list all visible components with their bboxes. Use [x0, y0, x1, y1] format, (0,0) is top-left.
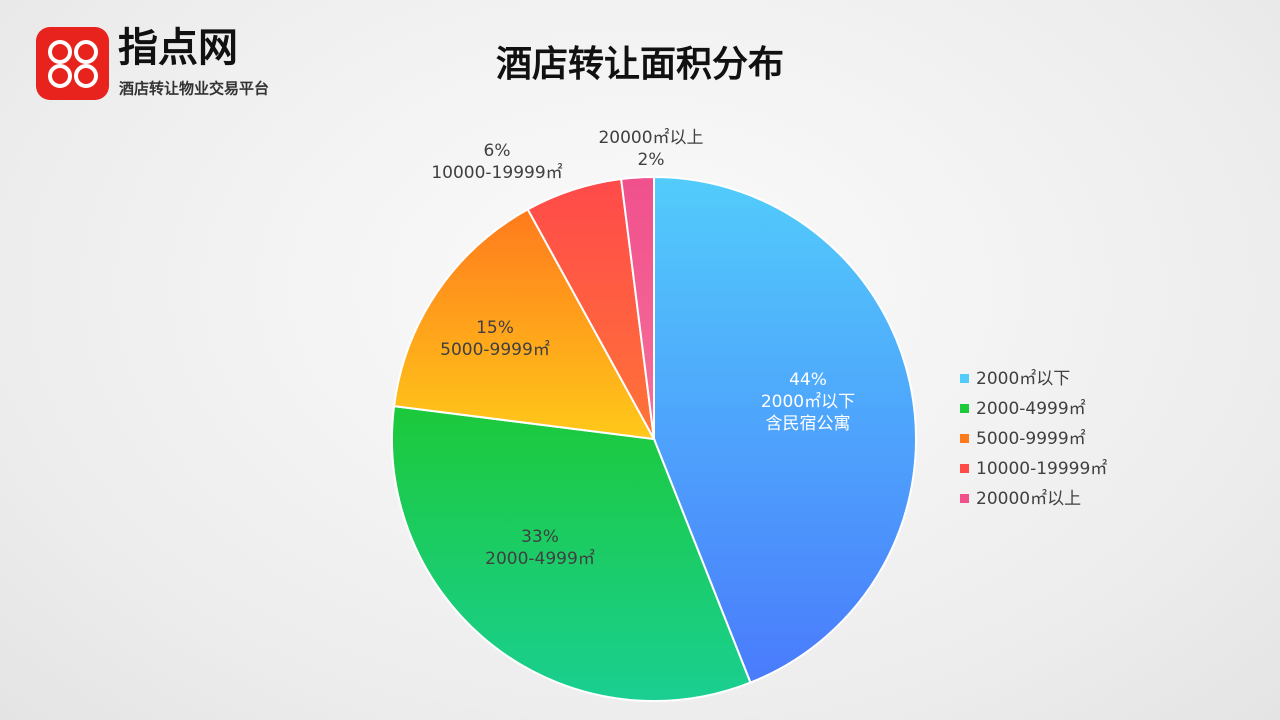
logo-knot — [48, 40, 98, 88]
brand-tagline: 酒店转让物业交易平台 — [119, 80, 269, 98]
legend-swatch — [960, 374, 969, 383]
data-label: 2% — [638, 150, 665, 170]
data-label: 2000-4999㎡ — [485, 549, 595, 569]
data-label: 2000㎡以下 — [761, 392, 855, 412]
data-label: 5000-9999㎡ — [440, 340, 550, 360]
logo-icon — [36, 27, 109, 100]
legend-label: 2000-4999㎡ — [976, 399, 1086, 419]
legend: 2000㎡以下 2000-4999㎡ 5000-9999㎡ 10000-19999㎡ 2… — [960, 369, 1107, 509]
data-label: 33% — [521, 527, 559, 547]
data-label: 含民宿公寓 — [766, 414, 851, 434]
pie-slice — [653, 175, 917, 684]
legend-label: 5000-9999㎡ — [976, 429, 1086, 449]
legend-swatch — [960, 494, 969, 503]
data-label: 15% — [476, 318, 514, 338]
legend-swatch — [960, 404, 969, 413]
legend-label: 2000㎡以下 — [976, 369, 1070, 389]
data-label: 44% — [789, 370, 827, 390]
chart-title: 酒店转让面积分布 — [496, 44, 784, 85]
legend-label: 20000㎡以上 — [976, 489, 1081, 509]
legend-swatch — [960, 464, 969, 473]
legend-swatch — [960, 434, 969, 443]
pie-slice — [392, 208, 656, 441]
data-label: 20000㎡以上 — [598, 128, 703, 148]
pie-slice — [620, 175, 655, 440]
brand-name: 指点网 — [118, 25, 238, 71]
legend-label: 10000-19999㎡ — [976, 459, 1107, 479]
pie-slice — [391, 405, 752, 702]
data-label: 6% — [484, 141, 511, 161]
pie — [391, 175, 917, 702]
data-label: 10000-19999㎡ — [431, 163, 562, 183]
logo: 指点网 酒店转让物业交易平台 — [36, 25, 269, 100]
